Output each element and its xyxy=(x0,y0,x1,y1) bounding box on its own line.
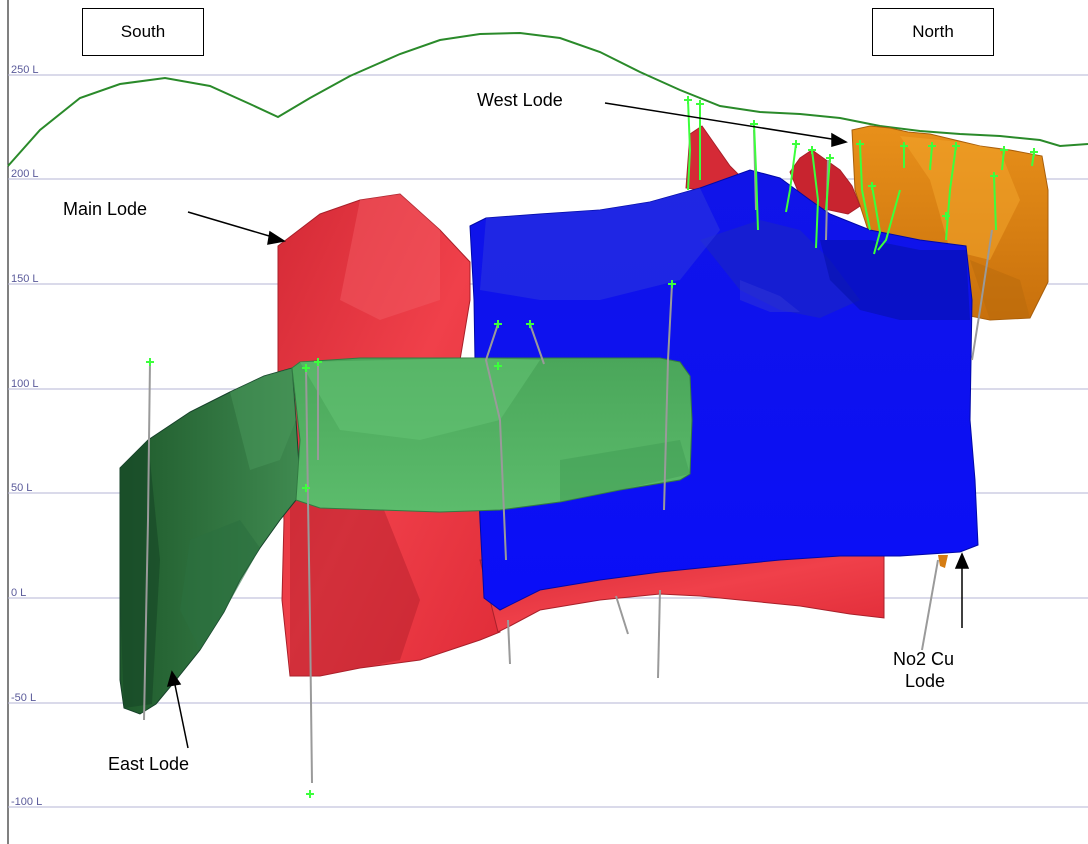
east-lode-label: East Lode xyxy=(108,754,190,774)
main-lode-arrow xyxy=(187,211,277,239)
south-label: South xyxy=(120,22,166,41)
west-lode-label: West Lode xyxy=(477,90,563,110)
level-label-250: 250 L xyxy=(11,64,39,76)
level-label-m50: -50 L xyxy=(11,692,36,704)
main-lode-label: Main Lode xyxy=(63,199,148,219)
drillhole-1 xyxy=(143,361,151,721)
no2-cu-lode-label-line2: Lode xyxy=(905,671,946,688)
north-label-box: North xyxy=(872,8,994,56)
west-lode-arrow xyxy=(604,102,839,141)
drillhole-collars xyxy=(146,96,1038,798)
level-label-50: 50 L xyxy=(11,482,32,494)
level-label-150: 150 L xyxy=(11,273,39,285)
no2-cu-lode-solid xyxy=(469,169,979,611)
drillhole-9 xyxy=(507,619,511,665)
level-label-100: 100 L xyxy=(11,378,39,390)
drillhole-8 xyxy=(615,595,629,635)
east-lode-arrow xyxy=(173,679,189,749)
drillhole-6 xyxy=(663,283,673,511)
level-labels: 250 L 200 L 150 L 100 L 50 L 0 L -50 L -… xyxy=(11,64,42,808)
level-label-200: 200 L xyxy=(11,168,39,180)
drillhole-4 xyxy=(484,323,507,561)
no2-cu-lode-label: No2 Cu Lode xyxy=(893,648,1013,688)
level-label-0: 0 L xyxy=(11,587,26,599)
drillhole-2 xyxy=(305,367,313,784)
south-label-box: South xyxy=(82,8,204,56)
east-lode-upper-solid xyxy=(291,357,693,513)
drillhole-5 xyxy=(529,323,545,365)
surface-topography-line xyxy=(7,31,1088,167)
drillhole-11 xyxy=(971,229,993,361)
drillhole-10 xyxy=(921,559,939,651)
drillhole-7 xyxy=(657,589,661,679)
north-label: North xyxy=(912,22,954,41)
callout-arrows xyxy=(166,102,970,749)
no2-cu-lode-label-line1: No2 Cu xyxy=(893,649,955,669)
east-lode-solid xyxy=(119,367,301,715)
level-label-m100: -100 L xyxy=(11,796,42,808)
